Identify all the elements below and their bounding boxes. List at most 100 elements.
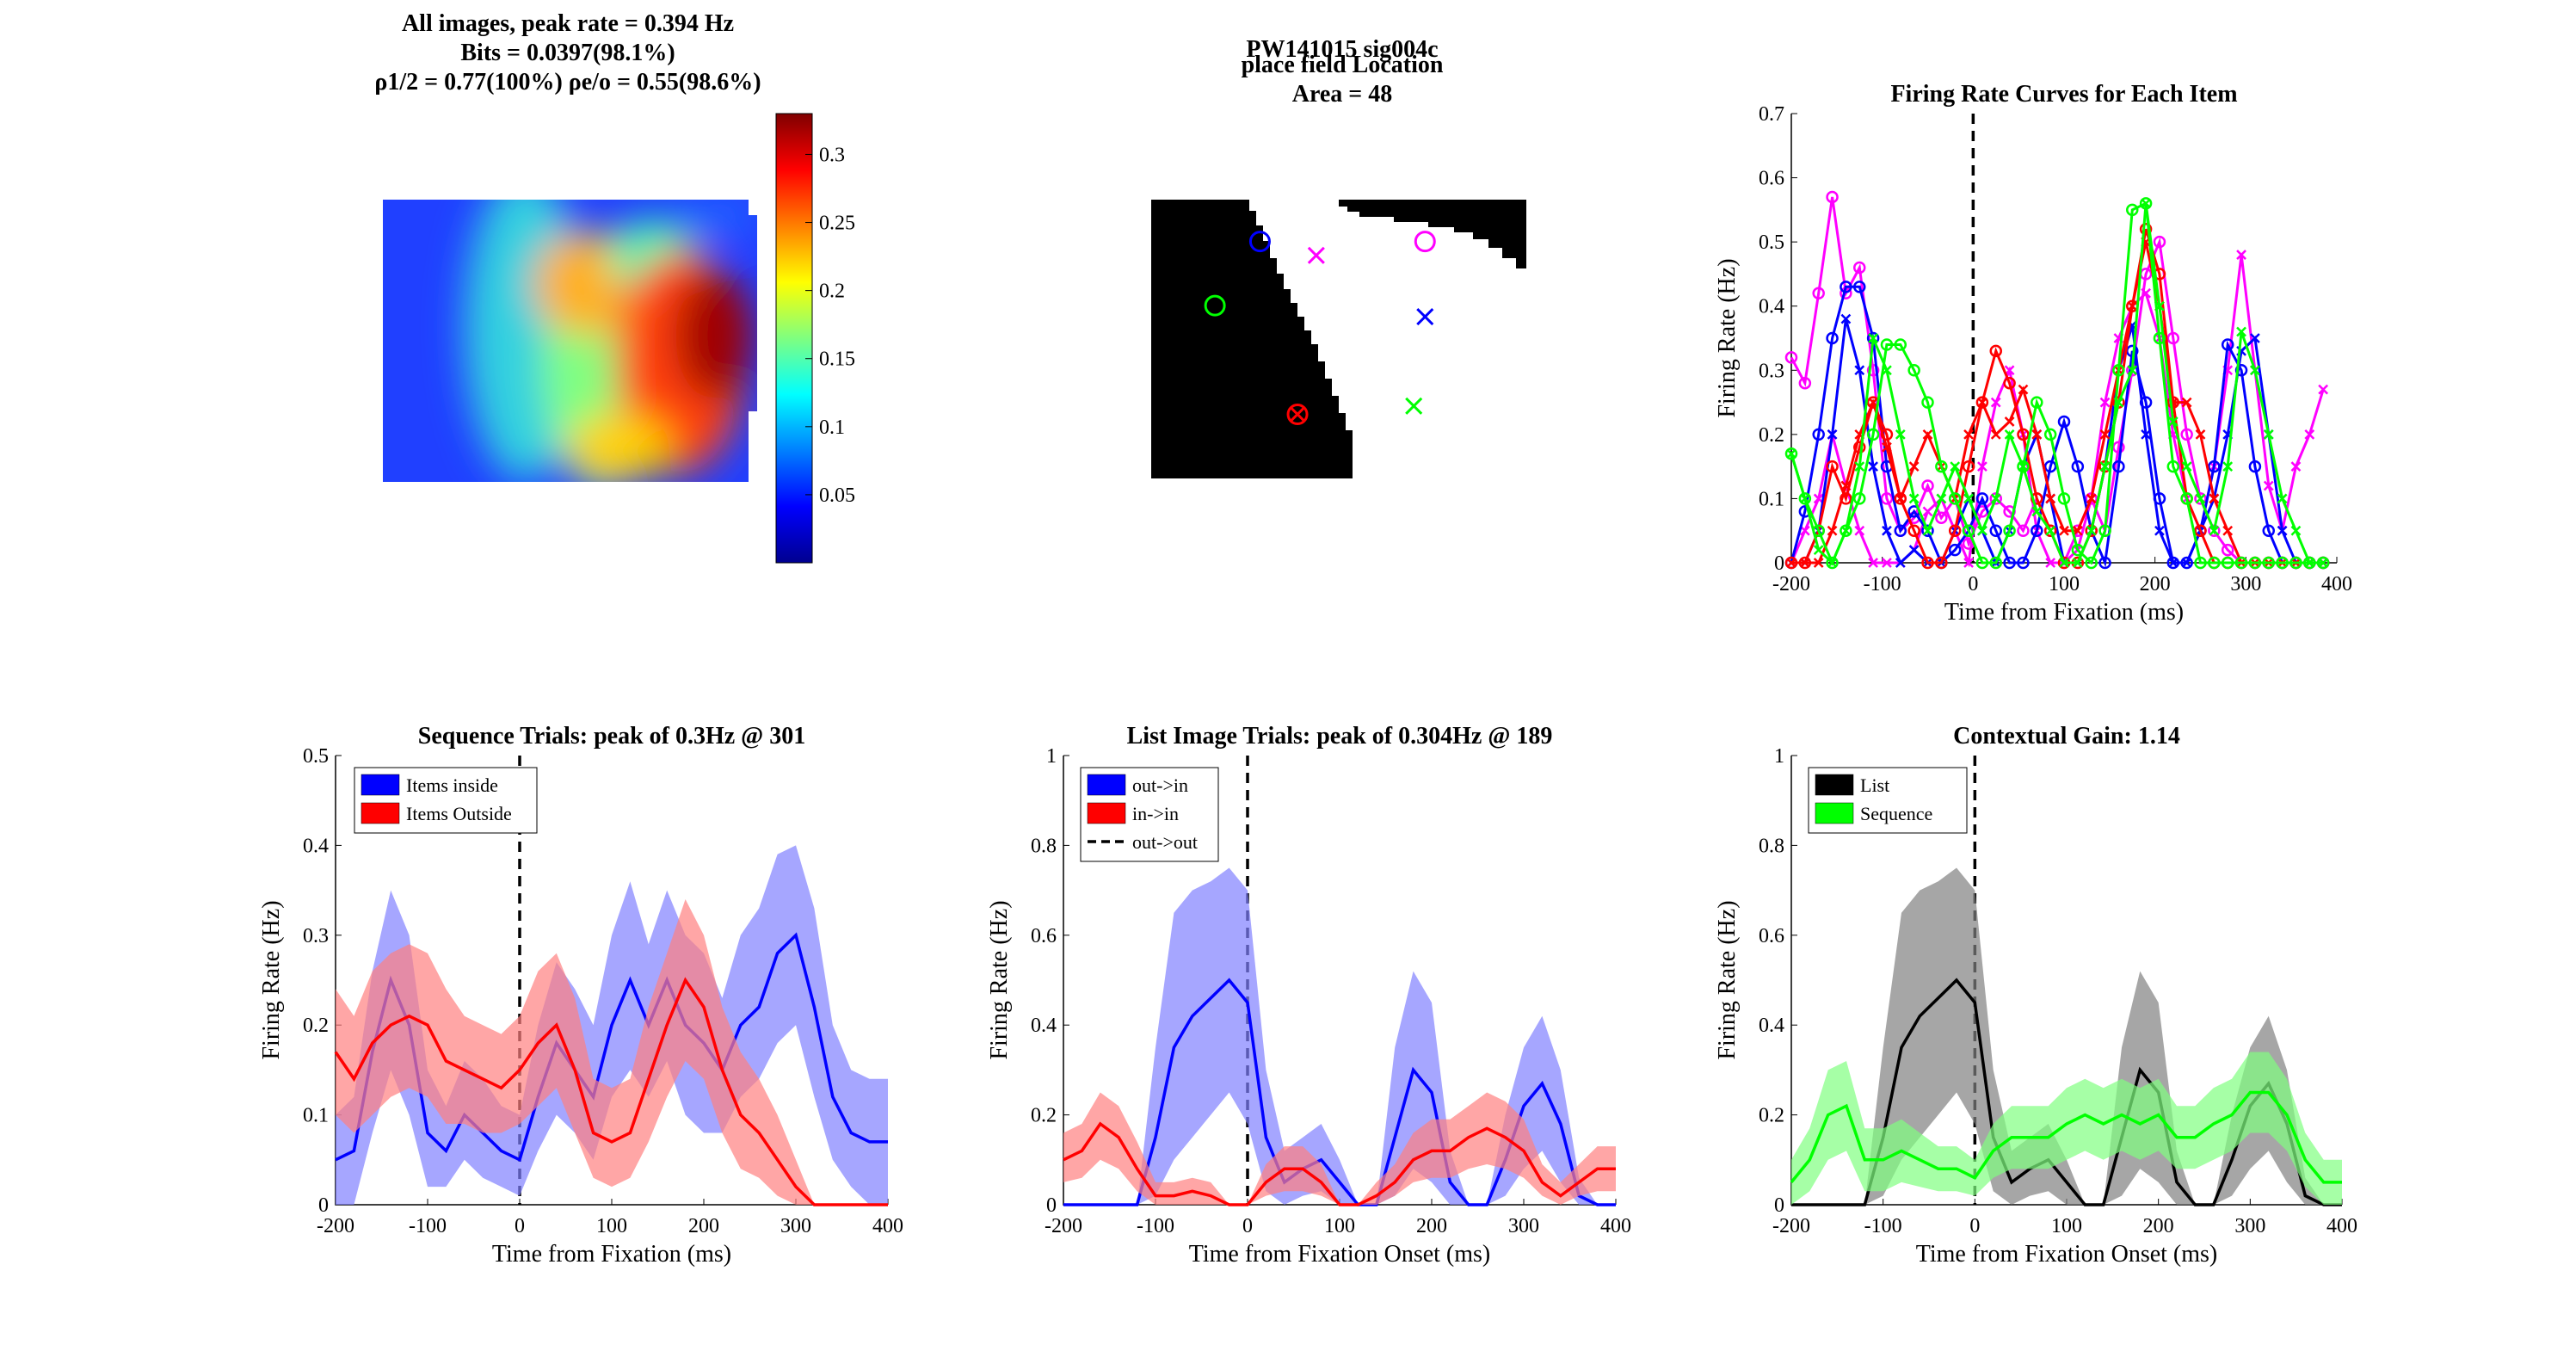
item-marker-cross (1882, 558, 1892, 568)
item-marker-circle (1840, 281, 1852, 293)
item-marker-cross (2018, 461, 2029, 472)
item-marker-circle (2221, 543, 2234, 557)
place-field-region-top (1339, 200, 1526, 268)
item-marker-circle (2112, 460, 2125, 473)
item-marker-cross (2154, 525, 2165, 536)
item-marker-cross (1813, 558, 1824, 568)
heatmap-title-line2: Bits = 0.0397(98.1%) (460, 40, 675, 66)
colorbar-ticks: 0.05 0.1 0.15 0.2 0.25 0.3 (805, 144, 855, 507)
x-tick-label: 200 (1416, 1215, 1447, 1237)
item-marker-circle (1866, 428, 1880, 441)
item-marker-circle (1826, 460, 1839, 473)
x-tick-label: 100 (1324, 1215, 1355, 1237)
item-marker-cross (1977, 461, 1987, 472)
item-marker-cross (2059, 558, 2069, 568)
y-tick-label: 0.6 (1031, 925, 1057, 947)
item-marker-cross (2141, 198, 2151, 209)
item-marker-circle (2031, 524, 2043, 537)
item-marker-cross (2154, 300, 2165, 312)
x-tick-label: 400 (1600, 1215, 1631, 1237)
item-marker-circle (1935, 556, 1948, 570)
item-marker-circle (2031, 396, 2043, 409)
item-curve (1790, 254, 2325, 568)
item-marker-cross (2072, 525, 2083, 536)
legend-swatch (1815, 802, 1854, 824)
y-tick-label: 0.4 (1759, 1015, 1784, 1037)
marker-cross (1416, 308, 1434, 326)
legend-swatch (1087, 774, 1126, 796)
marker-cross (1405, 397, 1423, 415)
item-marker-circle (2248, 460, 2262, 473)
item-marker-circle (2289, 556, 2302, 570)
item-marker-circle (1962, 524, 1975, 537)
item-marker-cross (1895, 429, 1906, 440)
item-marker-cross (1868, 558, 1878, 568)
item-marker-circle (1975, 396, 1989, 409)
y-axis-label: Firing Rate (Hz) (1714, 900, 1741, 1059)
item-marker-cross (2086, 493, 2097, 504)
item-curves-panel: -200 -100 0 100 200 300 400 0 0.1 0.2 0.3 0.4 0.5 0.6… (1714, 81, 2352, 626)
item-marker-circle (2194, 556, 2207, 570)
item-marker-circle (1853, 492, 1866, 505)
item-curve (1790, 203, 2324, 565)
y-axis-label: Firing Rate (Hz) (986, 900, 1013, 1059)
y-tick-label: 0.8 (1031, 835, 1057, 857)
item-curve (1790, 285, 2324, 568)
item-marker-circle (2085, 556, 2098, 570)
sequence-trials-panel: -200 -100 0 100 200 300 400 0 0.1 0.2 0.3 0.4 0.5 Seq… (258, 723, 903, 1268)
item-marker-cross (1936, 493, 1947, 504)
item-marker-circle (1907, 364, 1920, 377)
x-tick-label: -100 (1864, 573, 1901, 595)
x-tick-label: 200 (2140, 573, 2171, 595)
item-marker-cross (2045, 525, 2056, 536)
item-marker-circle (1989, 556, 2002, 570)
item-curve (1790, 201, 2324, 566)
item-marker-cross (2318, 384, 2329, 395)
item-marker-cross (2195, 429, 2206, 440)
colorbar-tick-label: 0.05 (819, 484, 855, 507)
item-marker-circle (2098, 556, 2111, 570)
place-field-title: place field Location (1242, 52, 1444, 78)
x-tick-label: -100 (409, 1215, 447, 1237)
item-marker-cross (1813, 545, 1824, 555)
y-tick-label: 0.2 (1759, 424, 1784, 447)
heatmap-title-line1: All images, peak rate = 0.394 Hz (402, 10, 734, 37)
item-marker-cross (2004, 429, 2015, 440)
item-marker-cross (2318, 558, 2329, 568)
y-tick-label: 0.3 (1759, 360, 1784, 382)
item-marker-circle (2180, 492, 2193, 505)
x-tick-label: -100 (1137, 1215, 1174, 1237)
item-marker-circle (2043, 524, 2057, 537)
item-marker-cross (1990, 397, 2001, 408)
item-marker-cross (2236, 326, 2246, 337)
item-marker-circle (1935, 511, 1948, 525)
item-marker-circle (1894, 524, 1907, 537)
item-marker-circle (1948, 524, 1962, 537)
marker-circle (1286, 403, 1309, 425)
item-marker-circle (1853, 441, 1866, 454)
colorbar-tick-label: 0.1 (819, 416, 845, 439)
item-marker-cross (1868, 333, 1878, 343)
x-tick-label: 300 (780, 1215, 811, 1237)
item-marker-cross (2209, 493, 2220, 504)
marker-cross (1307, 246, 1325, 264)
x-tick-label: 200 (688, 1215, 719, 1237)
y-tick-label: 1 (1774, 745, 1784, 768)
marker-circle (1414, 231, 1436, 253)
y-axis-label: Firing Rate (Hz) (258, 900, 285, 1059)
item-marker-circle (1826, 331, 1839, 345)
y-tick-label: 0.5 (303, 745, 329, 768)
item-marker-circle (2208, 460, 2221, 473)
item-marker-cross (2031, 429, 2043, 440)
x-tick-label: 400 (2321, 573, 2352, 595)
x-tick-label: 0 (1969, 1215, 1980, 1237)
x-tick-label: 100 (2051, 1215, 2082, 1237)
item-marker-cross (1922, 506, 1933, 517)
legend-swatch (361, 802, 400, 824)
item-marker-circle (2262, 556, 2275, 570)
x-axis-label: Time from Fixation (ms) (1944, 599, 2184, 626)
x-tick-label: -200 (1772, 1215, 1810, 1237)
item-marker-circle (1894, 492, 1907, 505)
item-marker-cross (1840, 480, 1852, 491)
item-marker-circle (2166, 331, 2180, 345)
